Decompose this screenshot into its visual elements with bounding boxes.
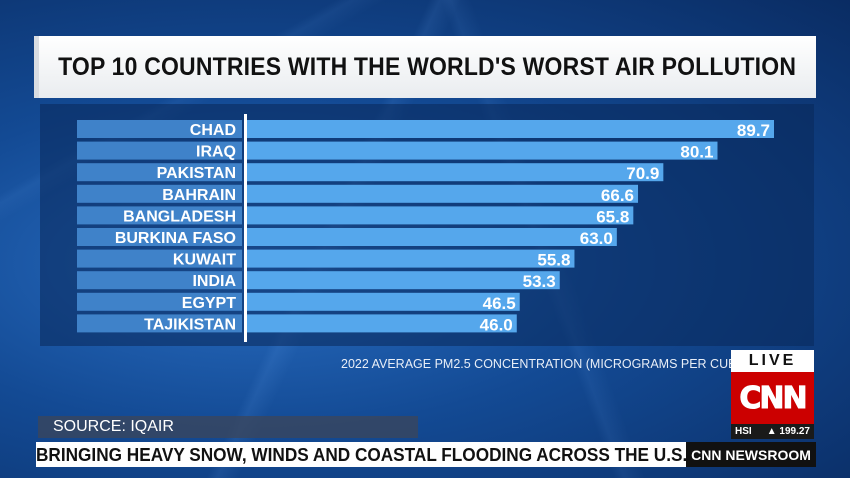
category-label-bg — [77, 141, 242, 160]
chart-panel: CHAD 89.7 IRAQ 80.1 PAKISTAN 70.9 BAHRAIN 66.6 B… — [40, 104, 814, 346]
bar — [246, 184, 639, 203]
bar — [246, 163, 664, 182]
category-label: INDIA — [192, 273, 236, 290]
bar — [246, 120, 774, 138]
category-label: BAHRAIN — [162, 187, 236, 204]
category-label-bg — [77, 249, 242, 268]
category-label: BURKINA FASO — [115, 230, 236, 247]
bar — [246, 228, 617, 246]
category-label-bg — [77, 292, 242, 311]
market-index: HSI — [735, 426, 752, 437]
bar — [246, 249, 575, 268]
value-label: 46.5 — [483, 294, 516, 313]
category-label-bg — [77, 184, 242, 203]
source-bar: SOURCE: IQAIR — [38, 416, 418, 438]
source-text: SOURCE: IQAIR — [53, 418, 174, 435]
cnn-logo-box: CNN — [731, 372, 814, 424]
live-badge: LIVE — [731, 350, 814, 372]
bar — [246, 292, 520, 311]
value-label: 63.0 — [580, 229, 613, 248]
value-label: 55.8 — [537, 251, 570, 270]
ticker-text: BRINGING HEAVY SNOW, WINDS AND COASTAL F… — [36, 444, 686, 465]
value-label: 80.1 — [680, 143, 713, 162]
value-label: 66.6 — [601, 186, 634, 205]
category-label: TAJIKISTAN — [144, 316, 236, 333]
value-label: 46.0 — [480, 315, 513, 334]
show-name: CNN NEWSROOM — [686, 442, 816, 467]
category-label-bg — [77, 314, 242, 333]
bar — [246, 314, 517, 333]
category-label: CHAD — [190, 122, 236, 139]
news-ticker: BRINGING HEAVY SNOW, WINDS AND COASTAL F… — [36, 442, 686, 467]
category-label: BANGLADESH — [123, 208, 236, 225]
category-label: EGYPT — [182, 295, 236, 312]
bar-chart: CHAD 89.7 IRAQ 80.1 PAKISTAN 70.9 BAHRAIN 66.6 B… — [77, 114, 774, 342]
bar — [246, 141, 718, 160]
category-label-bg — [77, 271, 242, 290]
bar — [246, 206, 634, 225]
value-label: 65.8 — [596, 207, 629, 226]
category-label-bg — [77, 228, 242, 246]
category-label-bg — [77, 163, 242, 182]
value-label: 53.3 — [523, 272, 556, 291]
market-ticker: HSI ▲ 199.27 — [731, 424, 814, 439]
unit-label: 2022 AVERAGE PM2.5 CONCENTRATION (MICROG… — [341, 357, 733, 371]
category-label: KUWAIT — [173, 252, 236, 269]
market-value: ▲ 199.27 — [766, 426, 810, 437]
category-label-bg — [77, 206, 242, 225]
bar — [246, 271, 560, 290]
y-axis-line — [244, 114, 247, 342]
category-label-bg — [77, 120, 242, 138]
value-label: 89.7 — [737, 121, 770, 140]
category-label: IRAQ — [196, 144, 236, 161]
category-label: PAKISTAN — [157, 165, 236, 182]
value-label: 70.9 — [626, 164, 659, 183]
title-banner: TOP 10 COUNTRIES WITH THE WORLD'S WORST … — [34, 36, 816, 98]
cnn-logo: CNN — [739, 380, 808, 416]
chart-title: TOP 10 COUNTRIES WITH THE WORLD'S WORST … — [58, 52, 797, 81]
